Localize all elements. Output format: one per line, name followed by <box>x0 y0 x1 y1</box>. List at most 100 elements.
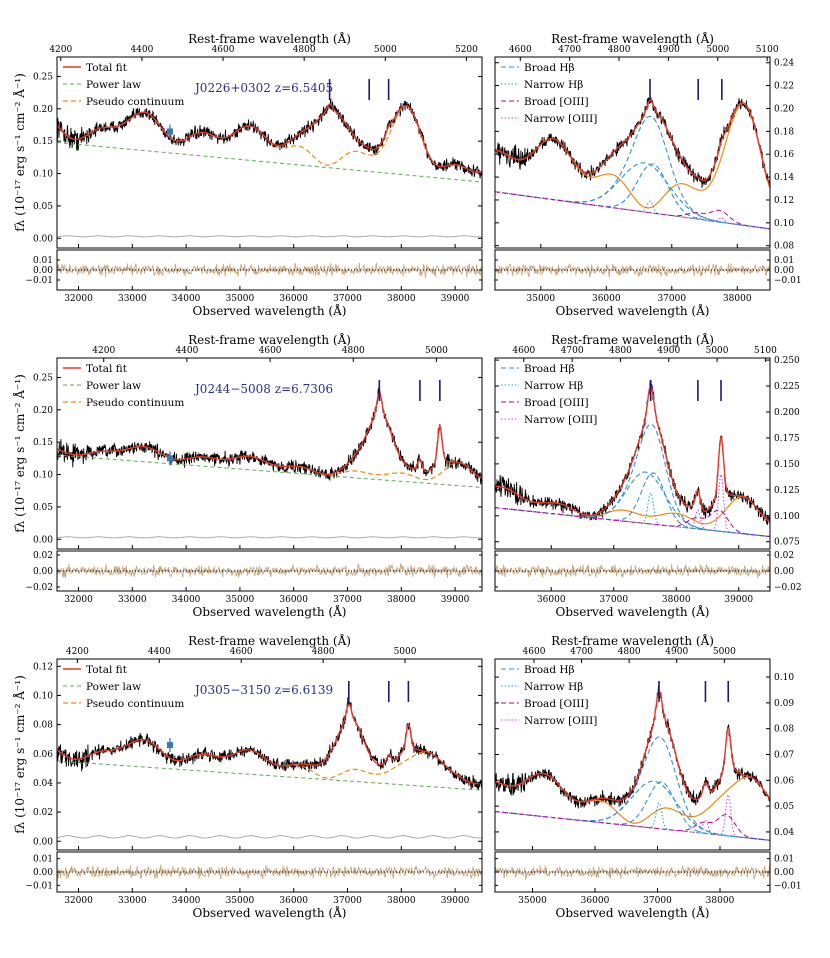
residual-ytick-label: 0.00 <box>774 266 794 276</box>
ytick-label: 0.05 <box>774 802 794 812</box>
top-tick-label: 4800 <box>618 647 641 657</box>
residual-ytick-label: 0.00 <box>774 868 794 878</box>
residual-curve <box>495 563 770 579</box>
bottom-axis-title: Observed wavelength (Å) <box>193 303 347 318</box>
power-law-curve <box>57 760 482 791</box>
broad-oiii-curve <box>495 507 770 537</box>
ytick-label: 0.00 <box>33 837 53 847</box>
top-tick-label: 4200 <box>92 346 115 356</box>
top-tick-label: 4800 <box>293 45 316 55</box>
object-label: J0244−5008 z=6.7306 <box>193 382 333 396</box>
top-tick-label: 4900 <box>657 45 680 55</box>
xtick-label: 35000 <box>226 896 255 906</box>
xtick-label: 39000 <box>724 595 753 605</box>
photometry-point <box>166 128 173 135</box>
top-tick-label: 5100 <box>754 346 777 356</box>
plot-area <box>57 387 482 539</box>
residual-ytick-label: 0.01 <box>774 855 794 865</box>
top-tick-label: 4600 <box>259 346 282 356</box>
broad-oiii-curve <box>495 811 770 841</box>
xtick-label: 39000 <box>441 595 470 605</box>
legend: Broad Hβ Narrow Hβ Broad [OIII] Narrow [OII… <box>501 664 597 727</box>
top-tick-label: 4400 <box>175 346 198 356</box>
panel-J0226_full: 0.00 0.05 0.10 0.15 0.20 0.25 4200 4400 4600 4800… <box>12 31 483 318</box>
ytick-label: 0.175 <box>774 434 800 444</box>
bottom-axis-title: Observed wavelength (Å) <box>193 604 347 619</box>
ytick-label: 0.04 <box>33 779 53 789</box>
top-tick-label: 4800 <box>609 346 632 356</box>
top-tick-label: 5000 <box>374 45 397 55</box>
top-tick-label: 5000 <box>706 346 729 356</box>
residual-curve <box>495 864 770 881</box>
residual-curve <box>57 562 482 578</box>
xtick-label: 37000 <box>643 896 672 906</box>
xtick-label: 36000 <box>279 294 308 304</box>
xtick-label: 38000 <box>387 595 416 605</box>
ytick-label: 0.100 <box>774 512 800 522</box>
top-tick-label: 4900 <box>665 647 688 657</box>
top-tick-label: 4600 <box>230 647 253 657</box>
residual-panel: −0.01 0.00 0.01 <box>494 851 802 893</box>
top-tick-label: 4700 <box>558 45 581 55</box>
plot-area <box>495 96 770 230</box>
bottom-axis-title: Observed wavelength (Å) <box>556 905 710 920</box>
y-axis-title: fλ (10⁻¹⁷ erg s⁻¹ cm⁻² Å⁻¹) <box>12 73 27 232</box>
legend: Total fit Power law Pseudo continuum <box>63 664 184 710</box>
xtick-label: 37000 <box>333 896 362 906</box>
data-spectrum <box>57 98 482 179</box>
ytick-label: 0.150 <box>774 460 800 470</box>
xtick-label: 35000 <box>226 294 255 304</box>
legend-label-2: Pseudo continuum <box>86 96 184 108</box>
residual-ytick-label: 0.02 <box>774 551 794 561</box>
ytick-label: 0.12 <box>774 196 794 206</box>
legend-label-3: Narrow [OIII] <box>524 113 597 125</box>
legend-label-2: Pseudo continuum <box>86 698 184 710</box>
ytick-label: 0.250 <box>774 356 800 366</box>
error-spectrum <box>57 536 482 539</box>
ytick-label: 0.08 <box>774 242 794 252</box>
total-fit-curve <box>495 691 770 803</box>
y-axis-title: fλ (10⁻¹⁷ erg s⁻¹ cm⁻² Å⁻¹) <box>12 374 27 533</box>
xtick-label: 34000 <box>172 595 201 605</box>
legend-label-2: Pseudo continuum <box>86 397 184 409</box>
total-fit-curve <box>495 383 770 523</box>
xtick-label: 39000 <box>441 294 470 304</box>
ytick-label: 0.18 <box>774 127 794 137</box>
legend-label-2: Broad [OIII] <box>524 96 589 108</box>
top-axis-title: Rest-frame wavelength (Å) <box>188 633 351 648</box>
top-tick-label: 4600 <box>523 647 546 657</box>
xtick-label: 33000 <box>118 896 147 906</box>
legend: Broad Hβ Narrow Hβ Broad [OIII] Narrow [OII… <box>501 62 597 125</box>
ytick-label: 0.125 <box>774 486 800 496</box>
top-tick-label: 5100 <box>756 45 779 55</box>
residual-ytick-label: 0.00 <box>33 868 53 878</box>
ytick-label: 0.15 <box>33 438 53 448</box>
top-tick-label: 5000 <box>394 647 417 657</box>
top-tick-label: 4800 <box>342 346 365 356</box>
ytick-label: 0.14 <box>774 173 794 183</box>
residual-ytick-label: −0.02 <box>25 583 53 593</box>
object-label: J0305−3150 z=6.6139 <box>193 683 333 697</box>
residual-ytick-label: 0.00 <box>774 567 794 577</box>
narrow-oiii-curve <box>495 793 770 841</box>
xtick-label: 36000 <box>279 896 308 906</box>
power-law-curve <box>57 454 482 488</box>
top-tick-label: 4800 <box>312 647 335 657</box>
ytick-label: 0.10 <box>33 471 53 481</box>
top-axis-title: Rest-frame wavelength (Å) <box>551 633 714 648</box>
residual-curve <box>57 864 482 880</box>
legend-label-3: Narrow [OIII] <box>524 414 597 426</box>
xtick-label: 39000 <box>441 896 470 906</box>
power-law-curve <box>57 142 482 183</box>
legend-label-1: Narrow Hβ <box>524 380 583 392</box>
y-axis-title: fλ (10⁻¹⁷ erg s⁻¹ cm⁻² Å⁻¹) <box>12 675 27 834</box>
ytick-label: 0.10 <box>33 170 53 180</box>
ytick-label: 0.200 <box>774 408 800 418</box>
total-fit-curve <box>57 392 482 480</box>
xtick-label: 37000 <box>333 294 362 304</box>
legend: Total fit Power law Pseudo continuum <box>63 363 184 409</box>
xtick-label: 32000 <box>64 595 93 605</box>
panel-J0244_full: 0.00 0.05 0.10 0.15 0.20 0.25 4200 4400 4600 4800… <box>12 332 483 619</box>
ytick-label: 0.00 <box>33 234 53 244</box>
